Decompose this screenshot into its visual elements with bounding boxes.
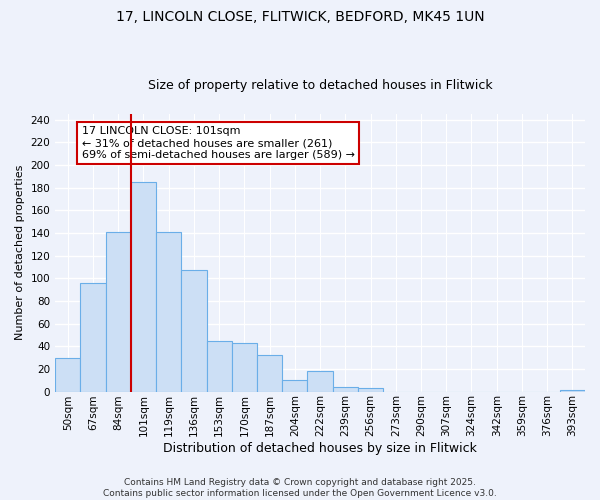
Bar [156, 232, 181, 392]
Bar [232, 343, 257, 392]
Y-axis label: Number of detached properties: Number of detached properties [15, 165, 25, 340]
Bar [106, 232, 131, 392]
Bar [358, 388, 383, 392]
Bar [131, 182, 156, 392]
Title: Size of property relative to detached houses in Flitwick: Size of property relative to detached ho… [148, 79, 493, 92]
Bar [282, 380, 307, 392]
X-axis label: Distribution of detached houses by size in Flitwick: Distribution of detached houses by size … [163, 442, 477, 455]
Bar [55, 358, 80, 392]
Bar [257, 356, 282, 392]
Text: Contains HM Land Registry data © Crown copyright and database right 2025.
Contai: Contains HM Land Registry data © Crown c… [103, 478, 497, 498]
Bar [206, 340, 232, 392]
Text: 17, LINCOLN CLOSE, FLITWICK, BEDFORD, MK45 1UN: 17, LINCOLN CLOSE, FLITWICK, BEDFORD, MK… [116, 10, 484, 24]
Bar [307, 371, 332, 392]
Bar [560, 390, 585, 392]
Bar [80, 283, 106, 392]
Bar [181, 270, 206, 392]
Text: 17 LINCOLN CLOSE: 101sqm
← 31% of detached houses are smaller (261)
69% of semi-: 17 LINCOLN CLOSE: 101sqm ← 31% of detach… [82, 126, 355, 160]
Bar [332, 387, 358, 392]
